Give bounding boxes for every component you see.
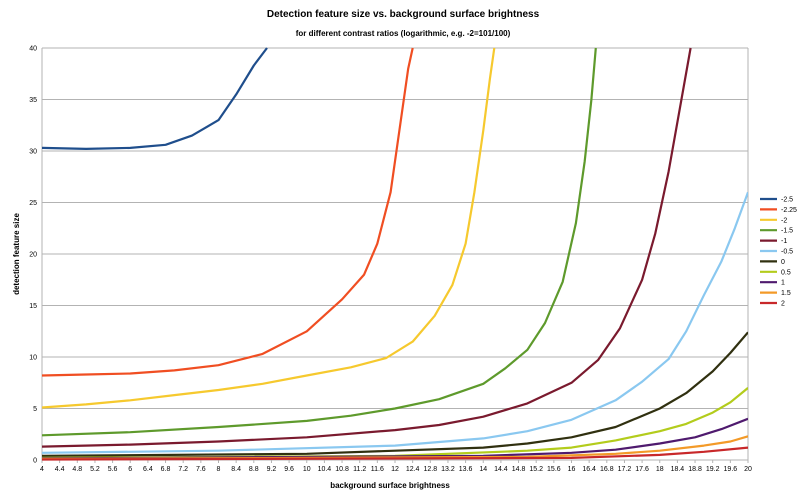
x-tick-label: 18 [656,466,664,473]
y-tick-labels: 0 5 10 15 20 25 30 35 40 [29,46,37,465]
legend-label: 1.5 [781,290,791,297]
series-line-10 [42,446,748,461]
legend-label: -2.25 [781,207,797,214]
x-tick-label: 11.2 [353,466,366,473]
series-line-3 [42,47,597,437]
x-tick-label: 5.2 [90,466,100,473]
x-tick-label: 10 [303,466,311,473]
x-tick-label: 8 [217,466,221,473]
x-tick-label: 15.2 [529,466,543,473]
series-line-1 [42,47,414,377]
x-tick-label: 6.8 [161,466,171,473]
y-tick-label: 15 [29,303,37,310]
grid-lines [42,47,748,461]
legend-label: -1.5 [781,228,793,235]
series-line-7 [42,387,748,459]
legend-label: -1 [781,238,787,245]
x-tick-label: 10.4 [318,466,332,473]
series-line-2 [42,47,496,409]
series-line-6 [42,331,748,457]
x-tick-label: 13.2 [441,466,455,473]
x-tick-labels: 4 4.4 4.8 5.2 5.6 6 6.4 6.8 7.2 7.6 8 8.4 8.8 9.2 9.6 1… [40,466,752,473]
legend-label: -2.5 [781,197,793,204]
x-tick-label: 13.6 [459,466,473,473]
legend-label: 0.5 [781,269,791,276]
x-tick-label: 6 [128,466,132,473]
x-tick-label: 14 [479,466,487,473]
chart-subtitle: for different contrast ratios (logarithm… [296,29,511,38]
x-tick-label: 16.8 [600,466,614,473]
x-tick-label: 16 [568,466,576,473]
series-line-8 [42,417,748,460]
x-tick-label: 4.8 [72,466,82,473]
x-tick-label: 12.4 [406,466,420,473]
x-tick-label: 16.4 [582,466,596,473]
x-tick-label: 19.6 [724,466,738,473]
y-tick-label: 40 [29,46,37,53]
x-tick-label: 8.4 [231,466,241,473]
x-tick-label: 12 [391,466,399,473]
x-tick-label: 18.4 [671,466,685,473]
axes [41,48,749,463]
y-tick-label: 30 [29,149,37,156]
y-tick-label: 25 [29,200,37,207]
x-tick-label: 12.8 [423,466,437,473]
x-tick-label: 9.6 [284,466,294,473]
x-tick-label: 7.6 [196,466,206,473]
x-axis-label: background surface brightness [330,481,450,490]
series-line-4 [42,47,692,448]
x-tick-label: 5.6 [108,466,118,473]
legend-label: 2 [781,301,785,308]
y-tick-label: 20 [29,252,37,259]
x-tick-label: 17.6 [635,466,649,473]
x-tick-label: 14.8 [512,466,526,473]
legend: -2.5 -2.25 -2 -1.5 -1 -0.5 0 0.5 1 1.5 2 [760,197,797,308]
x-tick-label: 10.8 [335,466,349,473]
x-tick-label: 4.4 [55,466,65,473]
x-tick-label: 18.8 [688,466,702,473]
x-tick-label: 7.2 [178,466,188,473]
y-tick-label: 5 [33,406,37,413]
legend-label: -0.5 [781,249,793,256]
series-line-5 [42,191,748,454]
y-tick-label: 10 [29,355,37,362]
legend-label: 0 [781,259,785,266]
x-tick-label: 20 [744,466,752,473]
x-tick-label: 8.8 [249,466,259,473]
series-lines [42,47,748,461]
y-tick-label: 35 [29,97,37,104]
chart-title: Detection feature size vs. background su… [267,9,540,20]
x-tick-label: 17.2 [618,466,632,473]
legend-label: 1 [781,280,785,287]
series-line-0 [42,47,268,150]
x-tick-label: 15.6 [547,466,561,473]
x-tick-label: 11.6 [371,466,384,473]
x-tick-label: 6.4 [143,466,153,473]
x-tick-label: 14.4 [494,466,508,473]
x-tick-label: 19.2 [706,466,720,473]
y-tick-label: 0 [33,458,37,465]
x-tick-label: 9.2 [267,466,277,473]
y-axis-label: detection feature size [12,213,21,295]
x-tick-label: 4 [40,466,44,473]
legend-label: -2 [781,217,787,224]
series-line-9 [42,435,748,461]
